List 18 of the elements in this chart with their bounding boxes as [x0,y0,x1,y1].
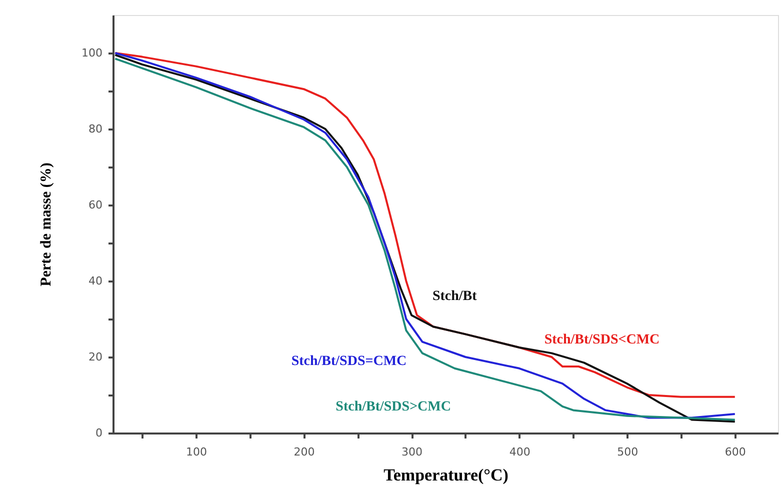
y-axis-title: Perte de masse (%) [38,162,55,286]
series-label: Stch/Bt/SDS<CMC [544,332,660,348]
text: Stch/Bt/SDS>CMC [336,399,451,414]
x-tick-label: 600 [724,446,746,458]
x-tick-label: 500 [617,446,638,458]
y-tick-label: 20 [88,350,102,364]
y-tick-label: 60 [88,198,102,212]
y-tick-label: 80 [88,122,102,136]
series-label: Stch/Bt [432,289,478,304]
x-tick-label: 100 [186,446,207,458]
y-tick-label: 100 [82,46,102,60]
x-tick-label: 200 [294,446,315,458]
series-label: Stch/Bt/SDS=CMC [291,354,407,369]
y-tick-label: 0 [96,426,102,440]
y-tick-label: 40 [88,274,102,288]
x-axis-title: Temperature(°C) [384,466,508,484]
x-tick-label: 300 [402,446,423,458]
x-tick-label: 400 [509,446,530,458]
